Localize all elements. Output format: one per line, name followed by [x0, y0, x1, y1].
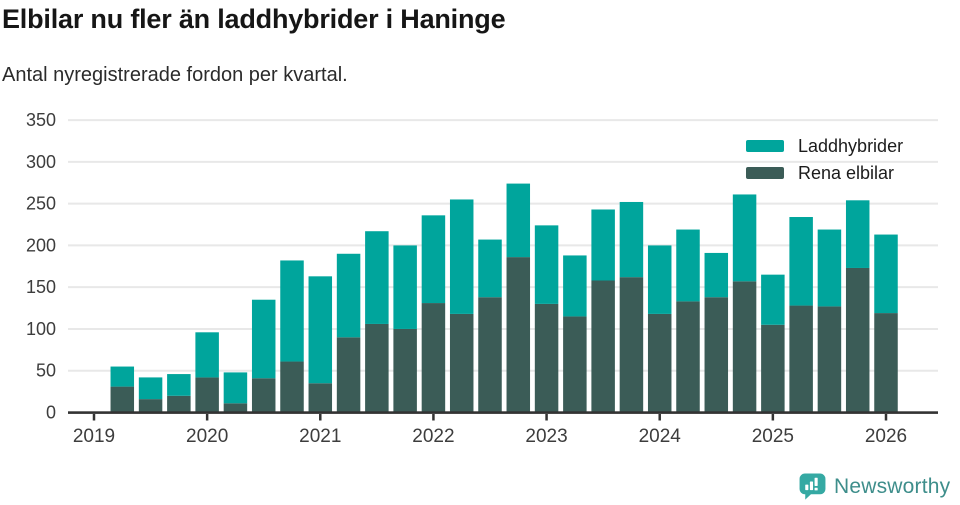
x-axis-tick-label: 2021	[299, 426, 341, 447]
bar-segment-laddhybrider	[507, 184, 531, 258]
bar-segment-rena-elbilar	[818, 306, 842, 412]
bar-segment-rena-elbilar	[422, 303, 446, 412]
x-axis-line	[68, 411, 938, 414]
y-axis-tick-label: 0	[46, 403, 56, 423]
newsworthy-wordmark: Newsworthy	[834, 475, 950, 499]
bar-segment-rena-elbilar	[761, 325, 785, 413]
y-axis-tick-label: 300	[26, 152, 56, 172]
y-axis-tick-label: 100	[26, 319, 56, 339]
x-axis-tick-label: 2022	[412, 426, 454, 447]
bar-segment-laddhybrider	[789, 217, 813, 306]
legend-swatch-laddhybrider	[746, 140, 784, 152]
bar-segment-rena-elbilar	[846, 268, 870, 413]
bar-segment-rena-elbilar	[365, 324, 389, 413]
bar-segment-rena-elbilar	[309, 383, 333, 412]
x-axis-tick-label: 2019	[73, 426, 115, 447]
bar-segment-laddhybrider	[111, 367, 134, 387]
bar-segment-rena-elbilar	[874, 313, 898, 412]
legend-item-rena-elbilar: Rena elbilar	[746, 160, 903, 186]
bar-segment-rena-elbilar	[563, 316, 587, 412]
y-axis-tick-label: 150	[26, 277, 56, 297]
x-axis-tick-label: 2025	[752, 426, 794, 447]
bar-segment-rena-elbilar	[280, 362, 304, 413]
bar-segment-laddhybrider	[422, 215, 446, 303]
bar-segment-laddhybrider	[252, 300, 276, 379]
bar-segment-laddhybrider	[648, 245, 672, 314]
y-axis-tick-label: 50	[36, 361, 56, 381]
x-axis-tick-label: 2023	[525, 426, 567, 447]
bar-segment-laddhybrider	[450, 199, 474, 313]
legend-label-laddhybrider: Laddhybrider	[798, 133, 903, 159]
bar-segment-laddhybrider	[139, 377, 163, 399]
y-axis-tick-label: 250	[26, 194, 56, 214]
bar-segment-rena-elbilar	[535, 304, 559, 413]
bar-segment-laddhybrider	[874, 235, 898, 314]
legend-item-laddhybrider: Laddhybrider	[746, 133, 903, 159]
bar-segment-rena-elbilar	[139, 399, 163, 412]
bar-segment-laddhybrider	[733, 194, 757, 281]
bar-segment-rena-elbilar	[393, 329, 417, 413]
bar-segment-rena-elbilar	[733, 281, 757, 412]
bar-segment-rena-elbilar	[224, 403, 248, 412]
bar-segment-laddhybrider	[224, 372, 248, 403]
legend-swatch-rena-elbilar	[746, 167, 784, 179]
newsworthy-icon	[798, 472, 827, 501]
bar-segment-laddhybrider	[393, 245, 417, 329]
bar-segment-laddhybrider	[167, 374, 191, 396]
y-axis-tick-label: 200	[26, 235, 56, 255]
bar-segment-rena-elbilar	[789, 306, 813, 413]
bar-segment-rena-elbilar	[478, 297, 502, 412]
bar-segment-laddhybrider	[620, 202, 644, 277]
bar-segment-rena-elbilar	[620, 277, 644, 412]
bar-segment-rena-elbilar	[337, 337, 361, 412]
bar-segment-laddhybrider	[365, 231, 389, 324]
bar-segment-rena-elbilar	[676, 301, 700, 412]
legend-label-rena-elbilar: Rena elbilar	[798, 160, 894, 186]
x-axis-tick-label: 2024	[639, 426, 682, 447]
bar-segment-laddhybrider	[591, 209, 615, 280]
bar-segment-laddhybrider	[676, 230, 700, 302]
bar-segment-rena-elbilar	[591, 281, 615, 413]
x-axis-tick-label: 2026	[865, 426, 907, 447]
chart-legend: Laddhybrider Rena elbilar	[746, 133, 903, 186]
bar-segment-laddhybrider	[280, 260, 304, 361]
bar-segment-rena-elbilar	[450, 314, 474, 413]
bar-segment-rena-elbilar	[195, 377, 219, 412]
bar-segment-rena-elbilar	[648, 314, 672, 413]
bar-segment-laddhybrider	[705, 253, 729, 297]
bar-segment-laddhybrider	[846, 200, 870, 268]
bar-segment-laddhybrider	[478, 240, 502, 298]
stacked-bar-chart: 0 50 100 150 200 250 300 350 2019 2020 2021 2022 202…	[0, 0, 960, 505]
bar-segment-laddhybrider	[563, 255, 587, 316]
bar-segment-laddhybrider	[337, 254, 361, 338]
newsworthy-logo: Newsworthy	[798, 472, 950, 501]
bar-segment-laddhybrider	[761, 275, 785, 325]
bar-segment-laddhybrider	[818, 230, 842, 307]
bar-segment-rena-elbilar	[111, 387, 134, 413]
bar-segment-laddhybrider	[195, 332, 219, 377]
bar-segment-laddhybrider	[535, 225, 559, 304]
bar-segment-rena-elbilar	[252, 378, 276, 412]
bar-segment-rena-elbilar	[705, 297, 729, 412]
x-axis-tick-label: 2020	[186, 426, 228, 447]
chart-page: Elbilar nu fler än laddhybrider i Haning…	[0, 0, 960, 505]
bar-segment-rena-elbilar	[167, 396, 191, 413]
y-axis-tick-label: 350	[26, 110, 56, 130]
bar-segment-rena-elbilar	[507, 257, 531, 412]
bar-segment-laddhybrider	[309, 276, 333, 383]
